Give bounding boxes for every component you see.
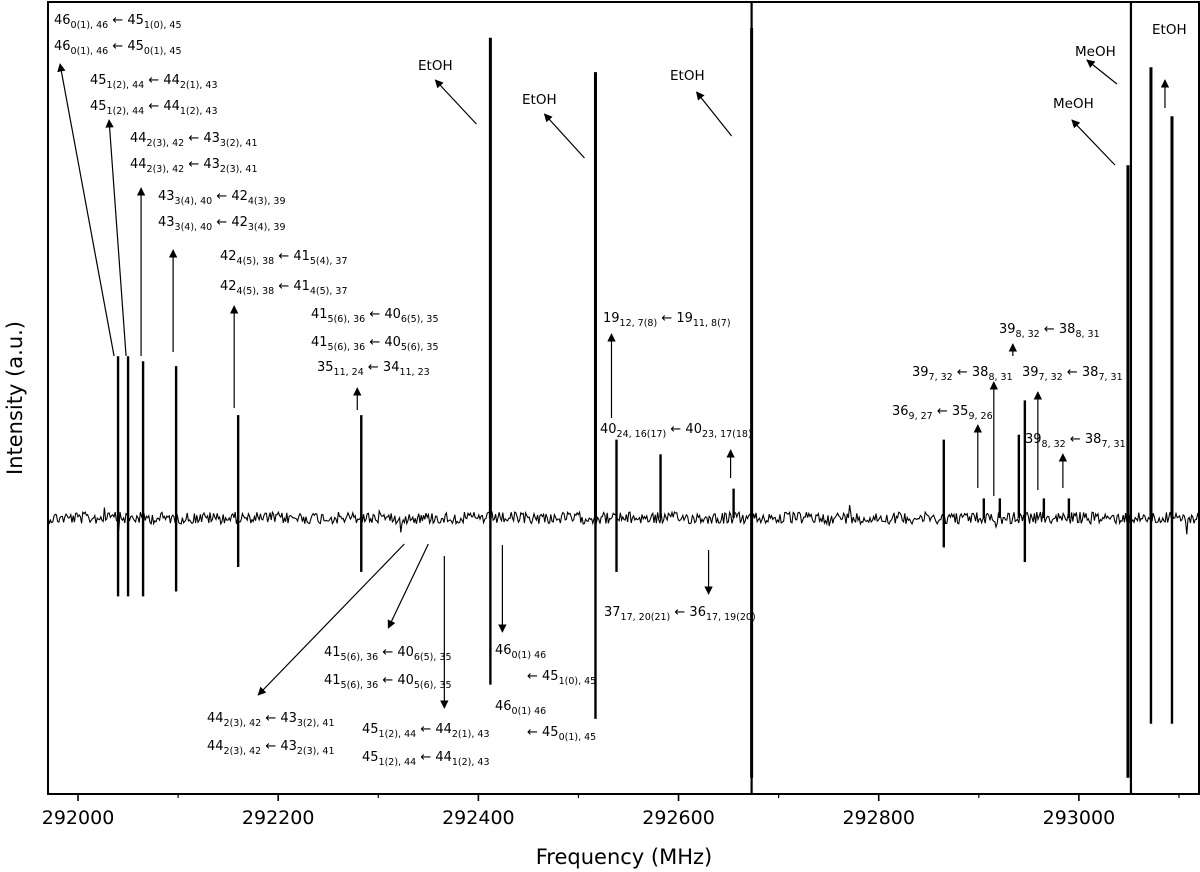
assignment-label-22: 415(6), 36 ← 405(6), 35 xyxy=(324,673,452,691)
assignment-label-30: 451(2), 44 ← 441(2), 43 xyxy=(362,750,490,768)
assignment-label-5: 442(3), 42 ← 432(3), 41 xyxy=(130,157,258,175)
assignment-label-11: 415(6), 36 ← 405(6), 35 xyxy=(311,335,439,353)
y-axis-title: Intensity (a.u.) xyxy=(3,321,27,475)
assignment-arrow-21 xyxy=(1086,59,1118,85)
x-tick-label-0: 292000 xyxy=(42,807,115,829)
assignment-label-3: 451(2), 44 ← 441(2), 43 xyxy=(90,99,218,117)
assignment-label-29: 451(2), 44 ← 442(1), 43 xyxy=(362,722,490,740)
assignment-labels: 460(1), 46 ← 451(0), 45 460(1), 46 ← 450(… xyxy=(54,13,1187,768)
assignment-label-35: MeOH xyxy=(1053,96,1094,112)
x-tick-label-5: 293000 xyxy=(1043,807,1116,829)
assignment-label-19: 398, 32 ← 387, 31 xyxy=(1025,432,1126,450)
assignment-label-1: 460(1), 46 ← 450(1), 45 xyxy=(54,39,182,57)
x-axis-title: Frequency (MHz) xyxy=(536,845,712,869)
spectral-peaks xyxy=(116,28,1174,778)
assignment-label-31: EtOH xyxy=(418,58,453,74)
assignment-label-18: 369, 27 ← 359, 26 xyxy=(892,404,993,422)
assignment-label-24: ← 451(0), 45 xyxy=(527,669,596,687)
x-tick-label-1: 292200 xyxy=(242,807,315,829)
assignment-label-21: 415(6), 36 ← 406(5), 35 xyxy=(324,645,452,663)
assignment-label-12: 3511, 24 ← 3411, 23 xyxy=(317,360,430,378)
assignment-label-4: 442(3), 42 ← 433(2), 41 xyxy=(130,131,258,149)
panel-dividers xyxy=(750,2,1133,794)
assignment-label-7: 433(4), 40 ← 423(4), 39 xyxy=(158,215,286,233)
assignment-label-8: 424(5), 38 ← 415(4), 37 xyxy=(220,249,348,267)
baseline-noise xyxy=(47,505,1200,535)
assignment-label-17: 397, 32 ← 387, 31 xyxy=(1022,365,1123,383)
assignment-label-15: 398, 32 ← 388, 31 xyxy=(999,322,1100,340)
assignment-label-33: EtOH xyxy=(670,68,705,84)
assignment-label-34: MeOH xyxy=(1075,44,1116,60)
assignment-arrow-19 xyxy=(543,113,585,159)
assignment-arrow-22 xyxy=(1071,119,1116,166)
noise-trace xyxy=(47,505,1200,535)
assignment-label-9: 424(5), 38 ← 414(5), 37 xyxy=(220,279,348,297)
assignment-arrow-0 xyxy=(57,63,115,357)
assignment-label-0: 460(1), 46 ← 451(0), 45 xyxy=(54,13,182,31)
x-tick-label-2: 292400 xyxy=(442,807,515,829)
assignment-label-28: 442(3), 42 ← 432(3), 41 xyxy=(207,739,335,757)
assignment-label-16: 397, 32 ← 388, 31 xyxy=(912,365,1013,383)
assignment-label-2: 451(2), 44 ← 442(1), 43 xyxy=(90,73,218,91)
assignment-label-20: 3717, 20(21) ← 3617, 19(20) xyxy=(604,605,756,623)
assignment-arrow-1 xyxy=(105,119,127,357)
assignment-label-23: 460(1) 46 xyxy=(495,643,546,661)
assignment-label-26: ← 450(1), 45 xyxy=(527,725,596,743)
x-axis-ticks: 292000 292200 292400 292600 292800 293000 xyxy=(42,794,1180,829)
assignment-arrow-18 xyxy=(434,79,477,125)
assignment-arrow-13 xyxy=(257,543,405,696)
assignment-arrows xyxy=(57,59,1170,709)
assignment-label-10: 415(6), 36 ← 406(5), 35 xyxy=(311,307,439,325)
assignment-label-32: EtOH xyxy=(522,92,557,108)
assignment-label-14: 4024, 16(17) ← 4023, 17(18) xyxy=(600,422,752,440)
assignment-arrow-20 xyxy=(696,91,733,137)
x-tick-label-3: 292600 xyxy=(642,807,715,829)
assignment-label-36: EtOH xyxy=(1152,22,1187,38)
assignment-label-27: 442(3), 42 ← 433(2), 41 xyxy=(207,711,335,729)
x-tick-label-4: 292800 xyxy=(842,807,915,829)
assignment-arrow-14 xyxy=(387,543,429,629)
assignment-label-25: 460(1) 46 xyxy=(495,699,546,717)
assignment-label-6: 433(4), 40 ← 424(3), 39 xyxy=(158,189,286,207)
assignment-label-13: 1912, 7(8) ← 1911, 8(7) xyxy=(603,311,731,329)
plot-frame xyxy=(47,1,1200,795)
